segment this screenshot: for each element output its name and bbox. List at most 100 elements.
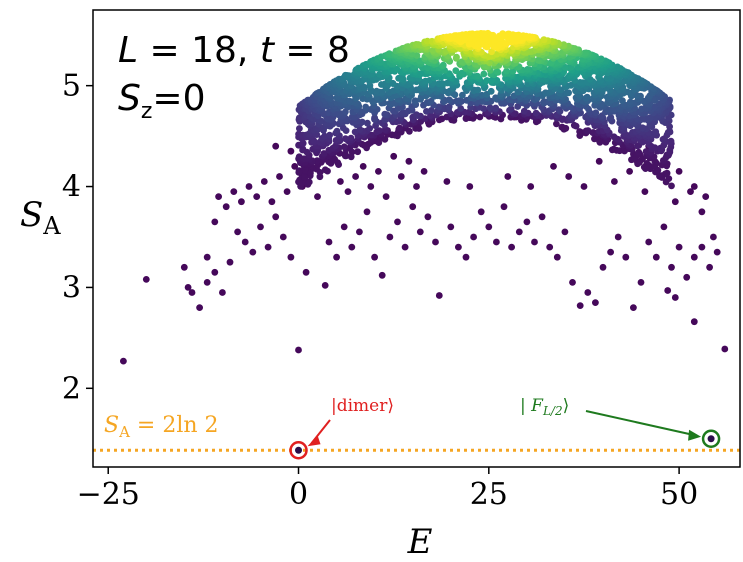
data-point (584, 289, 592, 296)
data-point (619, 97, 626, 104)
data-point (409, 203, 417, 211)
data-point (630, 304, 637, 311)
annotation-t-label: t (260, 30, 276, 71)
data-point (698, 208, 706, 216)
data-point (427, 107, 435, 114)
data-point (385, 50, 393, 58)
data-point (651, 162, 659, 170)
data-point (504, 173, 512, 180)
data-point (344, 188, 352, 196)
annotation-S-value: =0 (152, 78, 205, 119)
data-point (635, 148, 643, 156)
data-point (690, 253, 698, 261)
data-point (503, 67, 510, 75)
data-point (345, 72, 353, 80)
data-point (690, 318, 698, 326)
x-tick-label: −25 (77, 477, 140, 512)
data-point (362, 103, 370, 111)
data-point (420, 168, 428, 175)
data-point (333, 253, 340, 261)
data-point (439, 61, 447, 69)
data-point (414, 41, 422, 48)
y-axis-title-main: S (20, 195, 43, 235)
data-point (524, 66, 531, 73)
data-point (291, 163, 299, 170)
data-point (211, 218, 219, 226)
data-point (257, 223, 264, 231)
data-point (461, 36, 469, 44)
data-point (675, 243, 683, 251)
data-point (347, 153, 355, 161)
data-point (394, 218, 401, 226)
data-point (321, 166, 329, 174)
data-point (651, 103, 658, 111)
data-point (302, 268, 310, 276)
annotation-S-label: S (118, 78, 141, 119)
annotation-t-value: = 8 (274, 30, 350, 71)
data-point (446, 33, 454, 41)
data-point (447, 223, 455, 231)
data-point (405, 157, 413, 165)
data-point (342, 135, 349, 143)
data-point (287, 253, 295, 261)
data-point (381, 136, 389, 143)
data-point (522, 32, 530, 40)
data-point (333, 127, 341, 135)
dimer-point (295, 446, 303, 454)
y-tick-label: 2 (62, 371, 81, 406)
data-point (490, 43, 498, 50)
data-point (538, 213, 546, 221)
data-point (595, 157, 603, 165)
data-point (487, 87, 495, 95)
data-point (348, 243, 356, 251)
data-point (376, 127, 383, 134)
data-point (483, 77, 491, 84)
F-state-label-left: | F (520, 396, 544, 416)
data-point (664, 287, 672, 294)
data-point (560, 125, 568, 133)
data-point (644, 164, 652, 171)
data-point (470, 233, 477, 241)
data-point (340, 143, 348, 151)
data-point (196, 304, 204, 311)
data-point (346, 97, 353, 105)
annotation-L-value: = 18, (138, 30, 260, 71)
data-point (356, 228, 363, 236)
data-point (391, 131, 399, 139)
data-point (687, 188, 694, 196)
data-point (456, 97, 463, 105)
data-point (493, 238, 500, 246)
data-point (489, 31, 497, 39)
F-state-label-right: ⟩ (563, 396, 570, 416)
F-state-arrowhead (688, 429, 702, 441)
data-point (314, 193, 321, 201)
data-point (553, 253, 561, 261)
data-point (607, 114, 615, 121)
data-point (527, 183, 535, 190)
reference-line-label: SA = 2ln 2 (104, 413, 219, 441)
tick-group: −25 0 25 50 2 3 4 5 (62, 69, 698, 512)
data-point (272, 213, 280, 221)
data-point (386, 233, 394, 241)
data-point (241, 238, 249, 246)
data-point (465, 40, 473, 48)
x-tick-label: 50 (660, 477, 698, 512)
data-point (375, 139, 383, 147)
data-point (341, 152, 349, 160)
data-point (482, 35, 489, 43)
data-point (713, 248, 721, 256)
data-point (553, 120, 560, 128)
data-point (458, 69, 466, 77)
data-point (514, 103, 522, 110)
data-point (356, 126, 364, 133)
data-point (576, 79, 584, 86)
data-point (660, 223, 668, 231)
data-point (514, 32, 522, 40)
data-point (411, 97, 419, 105)
y-tick-label: 4 (62, 170, 81, 205)
data-point (496, 41, 503, 49)
data-point (320, 150, 328, 157)
data-point (485, 223, 493, 231)
state-markers (289, 410, 721, 460)
data-point (698, 243, 706, 251)
